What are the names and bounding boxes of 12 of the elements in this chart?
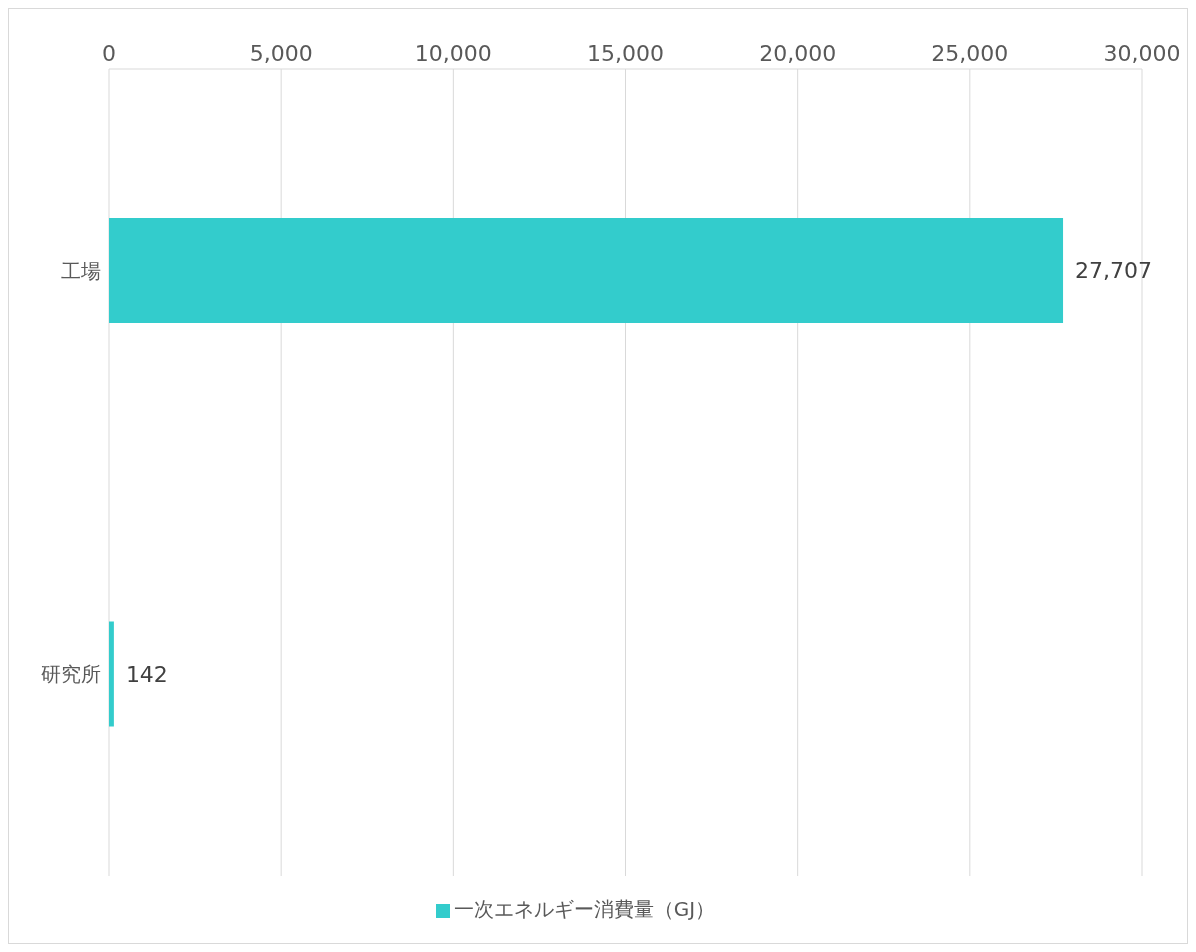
x-tick-label: 30,000	[1103, 41, 1181, 66]
x-tick-label: 5,000	[249, 41, 313, 66]
x-tick-label: 25,000	[931, 41, 1009, 66]
y-tick-label: 研究所	[41, 662, 101, 687]
x-tick-label: 0	[102, 41, 116, 66]
x-tick-label: 20,000	[759, 41, 837, 66]
legend-label: 一次エネルギー消費量（GJ）	[453, 897, 716, 921]
data-label: 27,707	[1075, 258, 1153, 284]
x-tick-label: 15,000	[587, 41, 664, 66]
x-tick-label: 10,000	[414, 41, 492, 66]
data-label: 142	[125, 661, 168, 687]
y-tick-label: 工場	[61, 258, 101, 283]
